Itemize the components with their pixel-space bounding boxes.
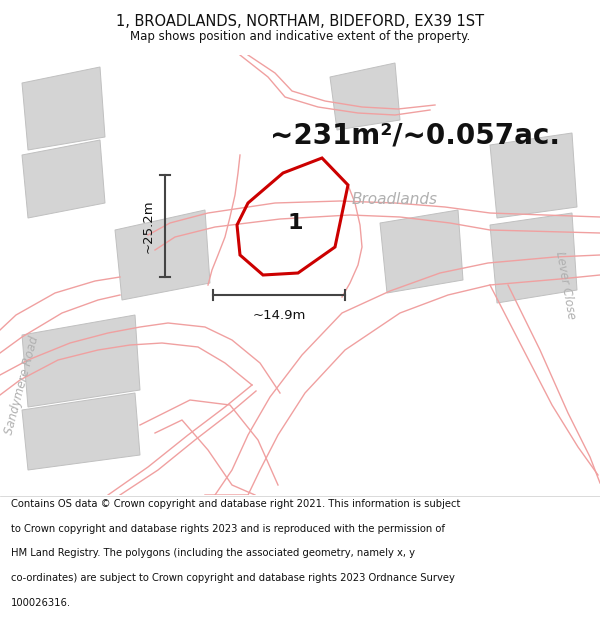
Text: 1, BROADLANDS, NORTHAM, BIDEFORD, EX39 1ST: 1, BROADLANDS, NORTHAM, BIDEFORD, EX39 1… (116, 14, 484, 29)
Polygon shape (22, 67, 105, 150)
Text: ~14.9m: ~14.9m (253, 309, 305, 322)
Text: HM Land Registry. The polygons (including the associated geometry, namely x, y: HM Land Registry. The polygons (includin… (11, 548, 415, 558)
Polygon shape (148, 201, 600, 250)
Text: ~25.2m: ~25.2m (142, 199, 155, 252)
Polygon shape (490, 213, 577, 303)
Polygon shape (490, 133, 577, 218)
Polygon shape (0, 277, 120, 353)
Polygon shape (22, 393, 140, 470)
Text: Sandymere Road: Sandymere Road (2, 334, 41, 436)
Text: co-ordinates) are subject to Crown copyright and database rights 2023 Ordnance S: co-ordinates) are subject to Crown copyr… (11, 573, 455, 583)
Text: Contains OS data © Crown copyright and database right 2021. This information is : Contains OS data © Crown copyright and d… (11, 499, 460, 509)
Polygon shape (205, 255, 600, 495)
Polygon shape (22, 140, 105, 218)
Text: Map shows position and indicative extent of the property.: Map shows position and indicative extent… (130, 30, 470, 43)
Polygon shape (380, 210, 463, 293)
Polygon shape (140, 400, 278, 495)
Text: ~231m²/~0.057ac.: ~231m²/~0.057ac. (270, 121, 560, 149)
Polygon shape (330, 63, 400, 130)
Text: to Crown copyright and database rights 2023 and is reproduced with the permissio: to Crown copyright and database rights 2… (11, 524, 445, 534)
Polygon shape (22, 315, 140, 407)
Text: Lever Close: Lever Close (553, 250, 577, 320)
Text: 100026316.: 100026316. (11, 598, 71, 608)
Text: 1: 1 (287, 213, 303, 233)
Polygon shape (115, 210, 210, 300)
Text: Broadlands: Broadlands (352, 192, 438, 208)
